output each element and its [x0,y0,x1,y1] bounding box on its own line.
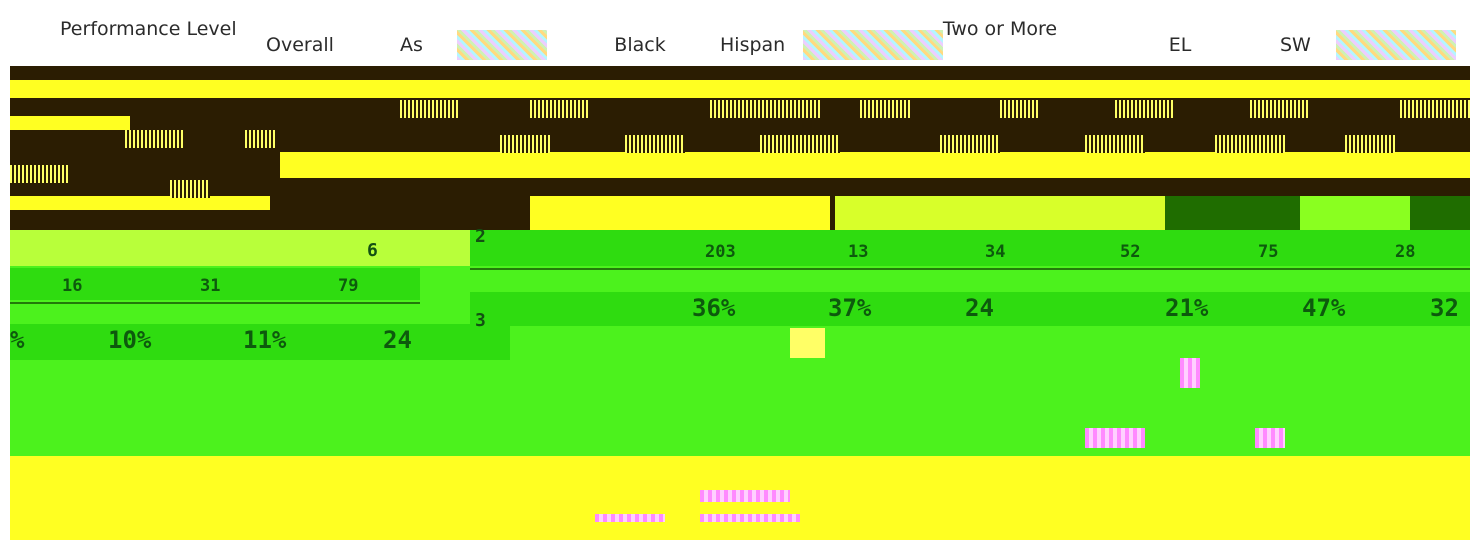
header-el: EL [1168,34,1192,56]
glitch-artifact [860,100,910,118]
count-hispanic: 52 [1120,242,1141,262]
row-divider [470,268,1470,270]
header-black: Black [614,34,666,56]
glitch-artifact [400,100,460,118]
glitch-artifact [1250,100,1310,118]
pct-overall: 36% [692,294,736,322]
row-band [10,268,420,300]
glitch-artifact [500,135,550,153]
glitch-artifact [530,100,590,118]
glitch-artifact [1255,428,1285,448]
fragment-count: 16 [62,276,83,296]
fragment-count: 31 [200,276,221,296]
glitch-artifact [700,514,800,522]
level-label-fragment: 6 [367,240,378,261]
pct-black: 24 [965,294,994,322]
pct-el: 32 [1430,294,1459,322]
glitch-artifact [760,135,840,153]
header-hispanic: Hispan [720,34,786,56]
corrupted-stripe [10,196,270,210]
count-asian: 13 [848,242,869,262]
glitch-artifact [1400,100,1470,118]
pct-hispanic: 21% [1165,294,1209,322]
glitch-artifact [700,490,790,502]
glitch-artifact [1345,135,1395,153]
glitch-artifact [245,130,275,148]
row-band [470,230,1470,266]
image-artifact [1336,30,1456,60]
image-artifact [803,30,943,60]
glitch-artifact [1085,135,1145,153]
corrupted-stripe [10,116,130,130]
fragment-pct: 24 [383,326,412,354]
glitch-artifact [125,130,185,148]
glitch-artifact [1215,135,1285,153]
glitch-artifact [10,165,70,183]
corrupted-stripe [835,196,1165,230]
glitch-artifact [170,180,210,198]
glitch-artifact [595,514,665,522]
table-header: Performance Level Overall As Black Hispa… [0,0,1470,68]
image-artifact [457,30,547,60]
glitch-artifact [1085,428,1145,448]
fragment-count: 79 [338,276,359,296]
level-label-2: 2 [475,226,486,247]
glitch-artifact [1180,358,1200,388]
row-band [470,292,1470,326]
corrupted-stripe [280,152,1470,178]
corrupted-block [1300,196,1410,230]
glitch-artifact [1115,100,1175,118]
fragment-pct: 11% [243,326,287,354]
count-two-or-more: 75 [1258,242,1279,262]
corrupted-stripe [10,80,1470,98]
header-overall: Overall [266,34,334,56]
level-cell-highlight [10,230,470,266]
glitch-artifact [1000,100,1040,118]
header-asian: As [400,34,423,56]
header-swd: SW [1280,34,1311,56]
row-divider [10,302,420,304]
header-two-or-more: Two or More [942,18,1058,40]
fragment-pct: % [10,326,25,354]
glitch-artifact [625,135,685,153]
count-black: 34 [985,242,1006,262]
glitch-artifact [790,328,825,358]
pct-two-or-more: 47% [1302,294,1346,322]
corrupted-block [1165,196,1300,230]
glitch-artifact [940,135,1000,153]
glitch-artifact [710,100,820,118]
count-el: 28 [1395,242,1416,262]
count-overall: 203 [705,242,736,262]
header-performance-level: Performance Level [60,18,237,40]
pct-asian: 37% [828,294,872,322]
corrupted-stripe [530,196,830,230]
row-band [10,324,510,360]
corrupted-block [1410,196,1470,230]
fragment-pct: 10% [108,326,152,354]
level-label-3: 3 [475,310,486,331]
